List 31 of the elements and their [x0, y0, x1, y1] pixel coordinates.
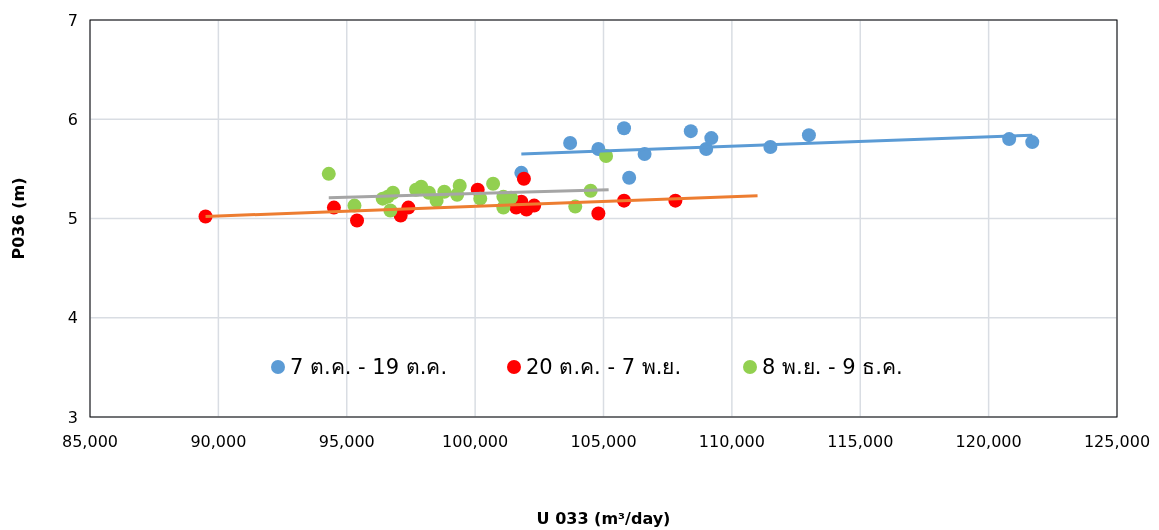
x-tick-label: 120,000: [955, 432, 1022, 451]
point: [622, 170, 637, 185]
y-tick-label: 6: [67, 109, 78, 129]
point: [516, 171, 531, 186]
x-tick-label: 115,000: [827, 432, 894, 451]
x-tick-label: 105,000: [570, 432, 637, 451]
point: [350, 213, 365, 228]
x-tick-label: 90,000: [190, 432, 247, 451]
y-tick-label: 5: [67, 209, 78, 229]
x-tick-label: 100,000: [442, 432, 509, 451]
x-tick-label: 110,000: [698, 432, 765, 451]
point: [1025, 135, 1040, 150]
x-tick-label: 85,000: [62, 432, 118, 451]
point: [704, 131, 719, 146]
point: [321, 166, 336, 181]
point: [683, 124, 698, 139]
point: [617, 121, 632, 136]
x-axis-title: U 033 (m³/day): [536, 509, 671, 528]
y-axis-title: P036 (m): [9, 177, 28, 260]
y-tick-label: 7: [67, 10, 78, 30]
y-tick-label: 3: [67, 407, 78, 427]
y-tick-label: 4: [67, 308, 78, 328]
legend-label: 20 ต.ค. - 7 พ.ย.: [526, 355, 682, 380]
legend-label: 8 พ.ย. - 9 ธ.ค.: [762, 355, 903, 380]
legend-label: 7 ต.ค. - 19 ต.ค.: [290, 355, 448, 380]
point: [591, 206, 606, 221]
point: [486, 176, 501, 191]
point: [801, 128, 816, 143]
x-tick-label: 125,000: [1083, 432, 1151, 451]
x-tick-label: 95,000: [318, 432, 375, 451]
point: [563, 136, 578, 151]
